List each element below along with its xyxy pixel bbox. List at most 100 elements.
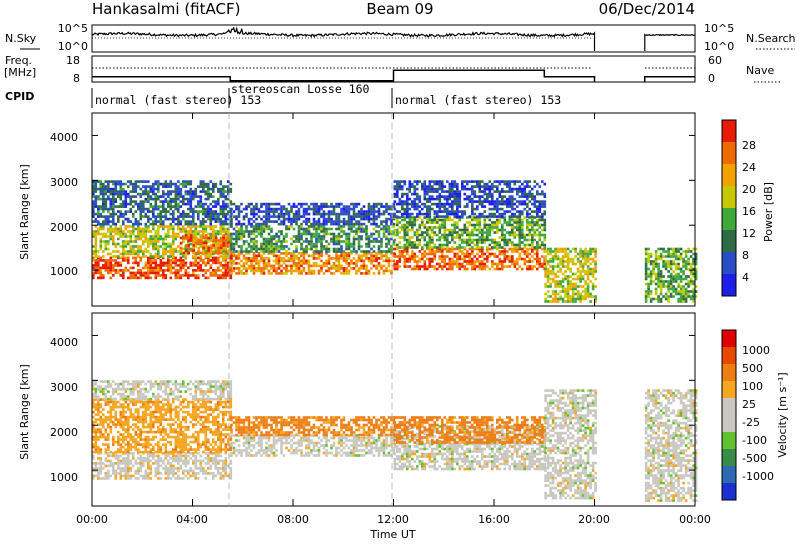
heatmap-cell xyxy=(682,260,685,263)
heatmap-cell xyxy=(396,215,399,218)
heatmap-cell xyxy=(388,260,391,263)
heatmap-cell xyxy=(411,226,414,229)
heatmap-cell xyxy=(157,230,160,233)
cpid-row: CPID normal (fast stereo) 153 stereoscan… xyxy=(5,82,561,108)
heatmap-cell xyxy=(414,268,417,271)
heatmap-cell xyxy=(504,241,507,244)
heatmap-cell xyxy=(677,283,680,286)
heatmap-cell xyxy=(187,180,190,183)
heatmap-cell xyxy=(207,277,210,280)
heatmap-cell xyxy=(531,268,534,271)
heatmap-cell xyxy=(429,200,432,203)
heatmap-cell xyxy=(411,200,414,203)
heatmap-cell xyxy=(130,274,133,277)
heatmap-cell xyxy=(577,260,580,263)
heatmap-cell xyxy=(102,188,105,191)
heatmap-cell xyxy=(295,267,298,270)
heatmap-cell xyxy=(434,190,437,193)
heatmap-cell xyxy=(142,235,145,238)
heatmap-cell xyxy=(484,239,487,242)
heatmap-cell xyxy=(670,253,673,256)
heatmap-cell xyxy=(411,205,414,208)
heatmap-cell xyxy=(429,236,432,239)
heatmap-cell xyxy=(192,242,195,245)
heatmap-cell xyxy=(253,248,256,251)
heatmap-cell xyxy=(521,213,524,216)
heatmap-cell xyxy=(464,205,467,208)
heatmap-cell xyxy=(662,280,665,283)
heatmap-cell xyxy=(471,263,474,266)
heatmap-cell xyxy=(431,246,434,249)
heatmap-cell xyxy=(222,264,225,267)
heatmap-cell xyxy=(280,260,283,263)
heatmap-cell xyxy=(217,213,220,216)
heatmap-cell xyxy=(404,260,407,263)
heatmap-cell xyxy=(100,215,103,218)
heatmap-cell xyxy=(655,265,658,268)
heatmap-cell xyxy=(559,250,562,253)
heatmap-cell xyxy=(524,208,527,211)
heatmap-cell xyxy=(172,225,175,228)
heatmap-cell xyxy=(504,210,507,213)
heatmap-cell xyxy=(574,293,577,296)
heatmap-cell xyxy=(137,230,140,233)
heatmap-cell xyxy=(690,273,693,276)
heatmap-cell xyxy=(205,244,208,247)
heatmap-cell xyxy=(100,233,103,236)
heatmap-cell xyxy=(328,210,331,213)
heatmap-cell xyxy=(685,253,688,256)
heatmap-cell xyxy=(170,185,173,188)
heatmap-cell xyxy=(130,230,133,233)
heatmap-cell xyxy=(137,180,140,183)
heatmap-cell xyxy=(298,238,301,241)
heatmap-cell xyxy=(385,257,388,260)
heatmap-cell xyxy=(177,180,180,183)
heatmap-cell xyxy=(436,205,439,208)
heatmap-cell xyxy=(360,230,363,233)
heatmap-cell xyxy=(383,255,386,258)
heatmap-cell xyxy=(97,195,100,198)
heatmap-cell xyxy=(345,267,348,270)
heatmap-cell xyxy=(409,239,412,242)
heatmap-cell xyxy=(340,248,343,251)
heatmap-cell xyxy=(353,240,356,243)
heatmap-cell xyxy=(278,265,281,268)
heatmap-cell xyxy=(320,267,323,270)
heatmap-cell xyxy=(584,283,587,286)
heatmap-cell xyxy=(414,216,417,219)
heatmap-cell xyxy=(320,248,323,251)
heatmap-cell xyxy=(564,288,567,291)
heatmap-cell xyxy=(516,219,519,222)
heatmap-cell xyxy=(429,213,432,216)
heatmap-cell xyxy=(444,190,447,193)
heatmap-cell xyxy=(667,248,670,251)
heatmap-cell xyxy=(521,234,524,237)
heatmap-cell xyxy=(469,195,472,198)
heatmap-cell xyxy=(135,183,138,186)
heatmap-cell xyxy=(404,216,407,219)
heatmap-cell xyxy=(127,180,130,183)
heatmap-cell xyxy=(399,260,402,263)
heatmap-cell xyxy=(489,224,492,227)
heatmap-cell xyxy=(464,265,467,268)
heatmap-cell xyxy=(587,273,590,276)
heatmap-cell xyxy=(484,198,487,201)
heatmap-cell xyxy=(396,219,399,222)
heatmap-cell xyxy=(404,208,407,211)
heatmap-cell xyxy=(280,208,283,211)
heatmap-cell xyxy=(531,193,534,196)
heatmap-cell xyxy=(401,236,404,239)
heatmap-cell xyxy=(255,255,258,258)
heatmap-cell xyxy=(373,260,376,263)
heatmap-cell xyxy=(690,278,693,281)
heatmap-cell xyxy=(192,215,195,218)
heatmap-cell xyxy=(539,234,542,237)
heatmap-cell xyxy=(496,263,499,266)
heatmap-cell xyxy=(170,272,173,275)
heatmap-cell xyxy=(544,224,547,227)
heatmap-cell xyxy=(529,244,532,247)
heatmap-cell xyxy=(180,195,183,198)
heatmap-cell xyxy=(401,203,404,206)
heatmap-cell xyxy=(574,283,577,286)
heatmap-cell xyxy=(496,255,499,258)
